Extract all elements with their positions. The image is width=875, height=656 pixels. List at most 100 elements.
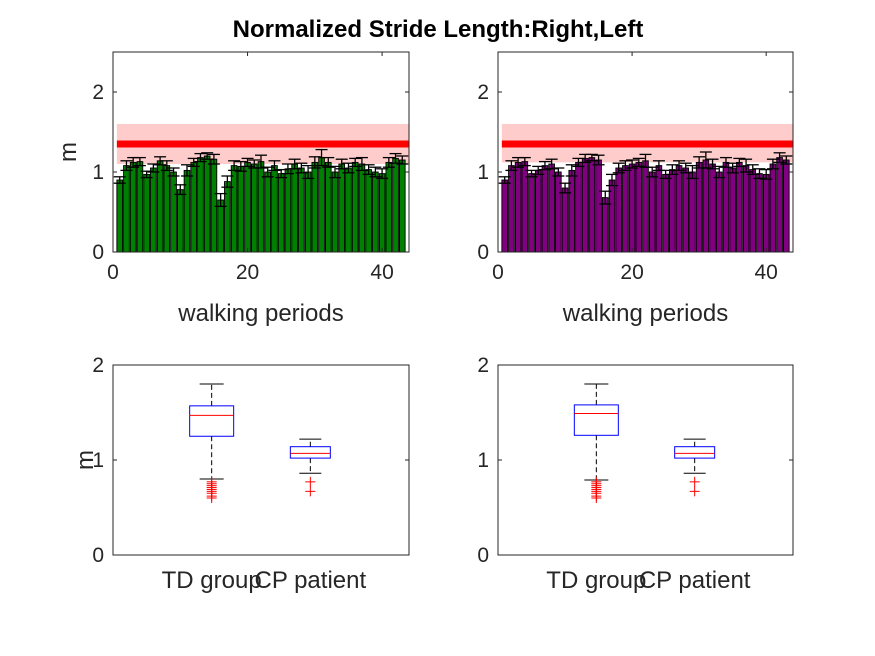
- y-tick-label: 0: [477, 241, 489, 264]
- panel-top-left: 0 20 40 0 1 2 walking periods m: [55, 51, 410, 327]
- bar: [365, 169, 372, 253]
- bar: [776, 157, 783, 253]
- bar: [702, 159, 710, 253]
- bar: [291, 163, 298, 253]
- bar: [224, 181, 231, 253]
- bar: [782, 159, 790, 253]
- bar: [197, 157, 204, 253]
- bar: [555, 171, 562, 253]
- bar: [662, 173, 669, 253]
- bar: [635, 161, 643, 253]
- box: [573, 404, 619, 436]
- bar: [143, 173, 150, 253]
- bar: [264, 171, 272, 253]
- bar: [345, 167, 352, 253]
- bar: [669, 169, 676, 253]
- bar: [163, 165, 171, 253]
- category-label: TD group: [162, 567, 262, 594]
- bar: [230, 165, 238, 253]
- bar: [521, 161, 529, 253]
- bar: [277, 173, 285, 253]
- bar: [595, 159, 602, 253]
- bar: [601, 197, 609, 253]
- bar: [398, 159, 406, 253]
- bar: [615, 167, 622, 253]
- bar: [257, 161, 265, 253]
- bar: [210, 158, 218, 253]
- bar: [528, 173, 535, 253]
- bar: [183, 169, 191, 253]
- axes-frame: [497, 51, 794, 253]
- bar: [250, 163, 258, 253]
- category-label: CP patient: [255, 567, 367, 594]
- bar: [311, 161, 319, 253]
- bar: [129, 161, 137, 253]
- y-tick-label: 1: [92, 161, 104, 184]
- bar: [541, 165, 549, 253]
- bar: [358, 163, 366, 253]
- bar: [385, 161, 393, 253]
- figure-title: Normalized Stride Length:Right,Left: [233, 16, 644, 43]
- bar: [304, 171, 312, 253]
- y-tick-label: 1: [92, 449, 104, 472]
- bar: [372, 171, 379, 253]
- x-axis-label: walking periods: [562, 300, 728, 327]
- bar: [695, 161, 703, 253]
- category-label: CP patient: [639, 567, 751, 594]
- bar: [508, 165, 515, 253]
- bar: [622, 165, 629, 253]
- bar: [588, 157, 596, 253]
- bar: [548, 163, 555, 253]
- bar: [298, 167, 305, 253]
- bar: [561, 187, 569, 253]
- bar: [217, 199, 224, 253]
- y-tick-label: 2: [92, 354, 104, 377]
- bar: [136, 161, 144, 253]
- bar: [648, 171, 656, 253]
- y-tick-label: 0: [92, 241, 104, 264]
- bar: [331, 171, 339, 253]
- bar: [176, 189, 184, 253]
- y-tick-label: 2: [477, 81, 489, 104]
- bar: [284, 168, 292, 253]
- bar: [116, 179, 124, 253]
- bar: [675, 165, 683, 253]
- y-tick-label: 2: [477, 354, 489, 377]
- y-tick-label: 0: [477, 544, 489, 567]
- bar: [581, 157, 589, 253]
- bar: [501, 179, 509, 253]
- bar: [534, 169, 542, 253]
- bar: [318, 157, 325, 253]
- bar: [271, 165, 278, 253]
- bar: [762, 173, 770, 253]
- panel-top-right: 0 20 40 0 1 2 walking periods: [477, 51, 794, 327]
- bar: [642, 160, 649, 253]
- bar: [123, 165, 130, 253]
- bar: [156, 160, 164, 253]
- bar: [203, 155, 211, 253]
- bar: [514, 161, 522, 253]
- y-tick-label: 1: [477, 161, 489, 184]
- bar: [736, 161, 743, 253]
- bar: [244, 161, 251, 253]
- bar: [170, 171, 177, 253]
- bar: [729, 167, 736, 253]
- x-tick-label: 0: [492, 261, 504, 284]
- x-tick-label: 0: [107, 261, 119, 284]
- bar: [682, 167, 690, 253]
- bar: [722, 161, 730, 253]
- y-tick-label: 1: [477, 449, 489, 472]
- y-tick-label: 2: [92, 81, 104, 104]
- bar: [742, 165, 750, 253]
- bar: [756, 173, 763, 253]
- x-tick-label: 40: [370, 261, 393, 284]
- bar: [689, 171, 696, 253]
- y-axis-label: m: [55, 142, 82, 162]
- box: [189, 405, 235, 437]
- x-tick-label: 40: [755, 261, 778, 284]
- bar: [715, 171, 723, 253]
